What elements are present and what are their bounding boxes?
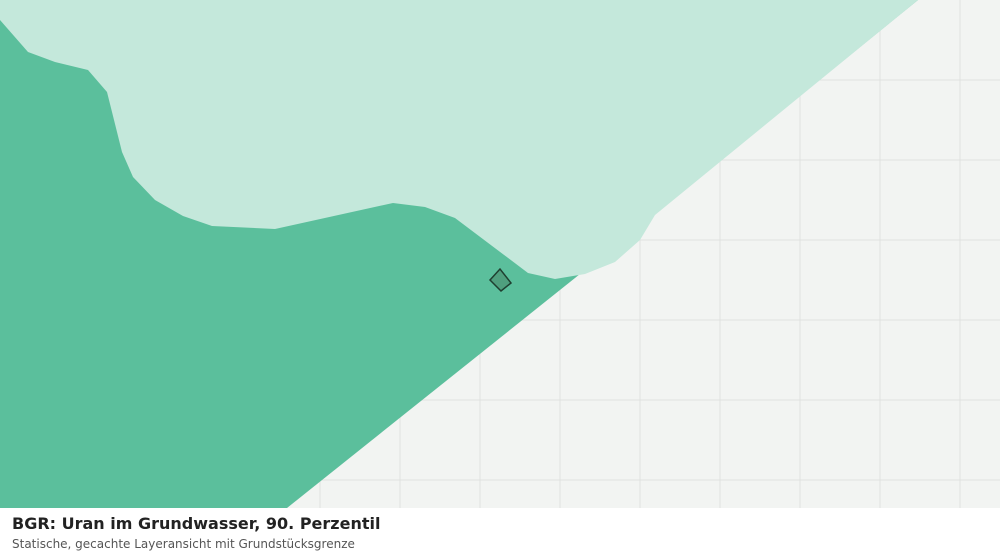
caption: BGR: Uran im Grundwasser, 90. Perzentil …: [0, 508, 1000, 560]
map: [0, 0, 1000, 508]
title: BGR: Uran im Grundwasser, 90. Perzentil: [12, 514, 381, 533]
zone-low: [0, 0, 918, 279]
subtitle: Statische, gecachte Layeransicht mit Gru…: [12, 537, 355, 551]
parcel-boundary[interactable]: [488, 267, 513, 293]
